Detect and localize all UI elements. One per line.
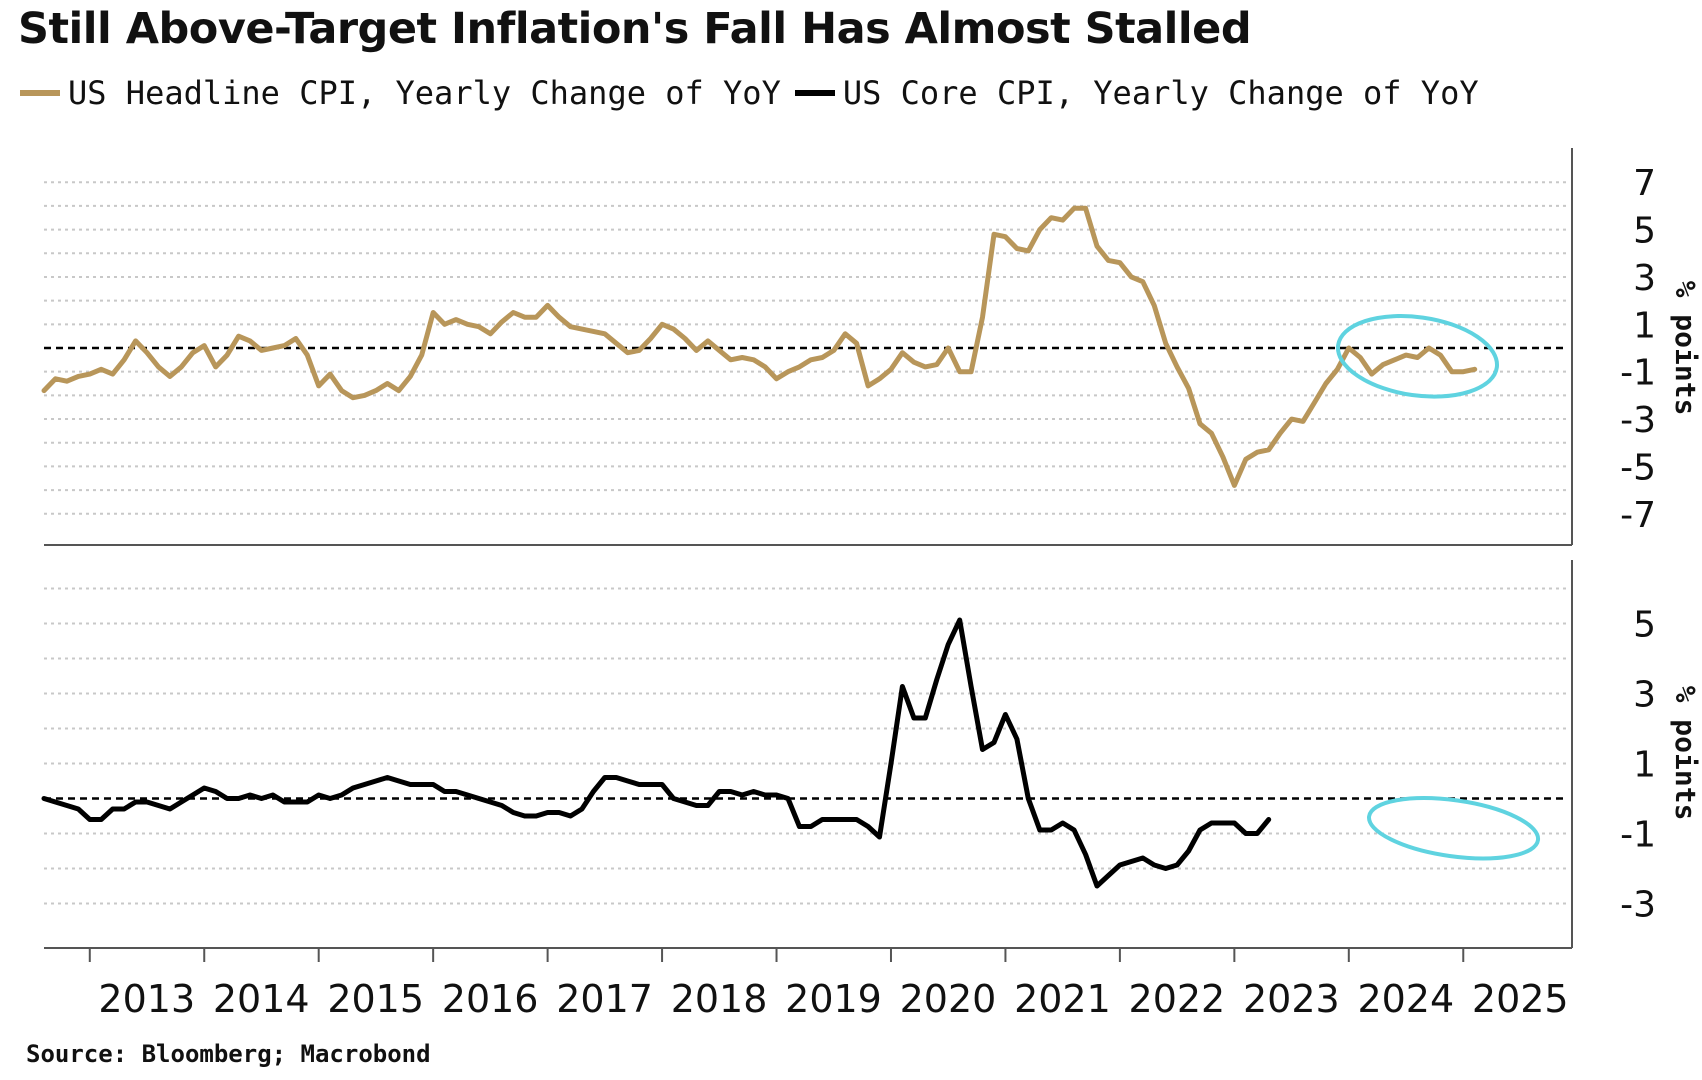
y-tick-label-core: -3: [1620, 885, 1656, 926]
highlight-ellipse-headline: [1335, 314, 1500, 399]
panel-core: 5 3 1 -1 -3 % points: [41, 560, 1702, 949]
panel-headline: 7 5 3 1 -1 -3 -5 -7 % points: [41, 148, 1702, 546]
legend-swatch-headline: [20, 90, 60, 96]
legend: US Headline CPI, Yearly Change of YoY US…: [20, 74, 1493, 112]
x-tick-label: 2023: [1243, 977, 1340, 1021]
x-tick-label: 2014: [213, 977, 310, 1021]
legend-item-core: US Core CPI, Yearly Change of YoY: [794, 74, 1479, 112]
y-tick-label-headline: 3: [1633, 258, 1656, 299]
x-tick-label: 2024: [1357, 977, 1454, 1021]
x-tick-label: 2025: [1472, 977, 1569, 1021]
series-line-core: [41, 617, 1272, 889]
source-note: Source: Bloomberg; Macrobond: [26, 1040, 431, 1068]
series-line-headline: [41, 205, 1478, 488]
y-tick-label-core: 3: [1633, 675, 1656, 716]
y-tick-label-headline: -5: [1620, 447, 1656, 488]
y-tick-label-headline: -3: [1620, 400, 1656, 441]
legend-item-headline: US Headline CPI, Yearly Change of YoY: [20, 74, 781, 112]
legend-label-headline: US Headline CPI, Yearly Change of YoY: [68, 74, 781, 112]
x-tick-label: 2018: [671, 977, 768, 1021]
y-tick-label-core: -1: [1620, 815, 1656, 856]
y-axis-unit-headline: % points: [1669, 281, 1702, 416]
x-tick-label: 2017: [556, 977, 653, 1021]
y-tick-label-headline: -1: [1620, 353, 1656, 394]
y-tick-label-headline: 5: [1633, 211, 1656, 252]
x-tick-label: 2020: [900, 977, 997, 1021]
highlight-ellipse-core: [1367, 796, 1541, 861]
y-tick-label-headline: 7: [1633, 163, 1656, 204]
y-axis-unit-core: % points: [1669, 686, 1702, 821]
y-tick-label-core: 1: [1633, 745, 1656, 786]
y-tick-label-core: 5: [1633, 605, 1656, 646]
y-tick-label-headline: -7: [1620, 495, 1656, 536]
legend-label-core: US Core CPI, Yearly Change of YoY: [842, 74, 1479, 112]
x-tick-label: 2019: [785, 977, 882, 1021]
legend-swatch-core: [794, 90, 835, 96]
y-tick-label-headline: 1: [1633, 305, 1656, 346]
x-axis: 2013 2014 2015 2016 2017 2018 2019 2020 2021 2022…: [88, 948, 1569, 1021]
x-tick-label: 2022: [1129, 977, 1226, 1021]
x-tick-label: 2013: [98, 977, 195, 1021]
x-tick-label: 2015: [327, 977, 424, 1021]
x-tick-label: 2016: [442, 977, 539, 1021]
chart-title: Still Above-Target Inflation's Fall Has …: [18, 4, 1252, 54]
x-tick-label: 2021: [1014, 977, 1111, 1021]
